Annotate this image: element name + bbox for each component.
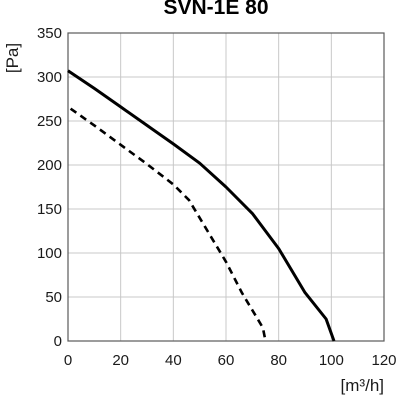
y-tick-label: 350: [37, 25, 62, 42]
solid-fan-curve: [67, 69, 336, 342]
x-tick-label: 120: [371, 352, 396, 369]
chart-title: SVN-1E 80: [163, 0, 268, 19]
x-tick-label: 80: [270, 352, 287, 369]
x-tick-label: 20: [112, 352, 129, 369]
x-axis-label: [m³/h]: [341, 376, 384, 395]
x-tick-label: 0: [64, 352, 72, 369]
y-axis-label: [Pa]: [3, 43, 22, 73]
y-tick-label: 150: [37, 201, 62, 218]
y-tick-label: 100: [37, 245, 62, 262]
y-tick-label: 50: [45, 289, 62, 306]
y-tick-label: 0: [54, 333, 62, 350]
dashed-fan-curve: [69, 107, 267, 342]
tick-labels: 0 20 40 60 80 100 120 0 50 100 150 200 250 300 350: [37, 25, 397, 369]
x-tick-label: 40: [165, 352, 182, 369]
plot-frame: [67, 32, 385, 342]
y-tick-label: 300: [37, 69, 62, 86]
x-tick-label: 100: [319, 352, 344, 369]
y-tick-label: 250: [37, 113, 62, 130]
x-tick-label: 60: [218, 352, 235, 369]
grid: [68, 33, 384, 341]
y-tick-label: 200: [37, 157, 62, 174]
series: [67, 69, 336, 342]
